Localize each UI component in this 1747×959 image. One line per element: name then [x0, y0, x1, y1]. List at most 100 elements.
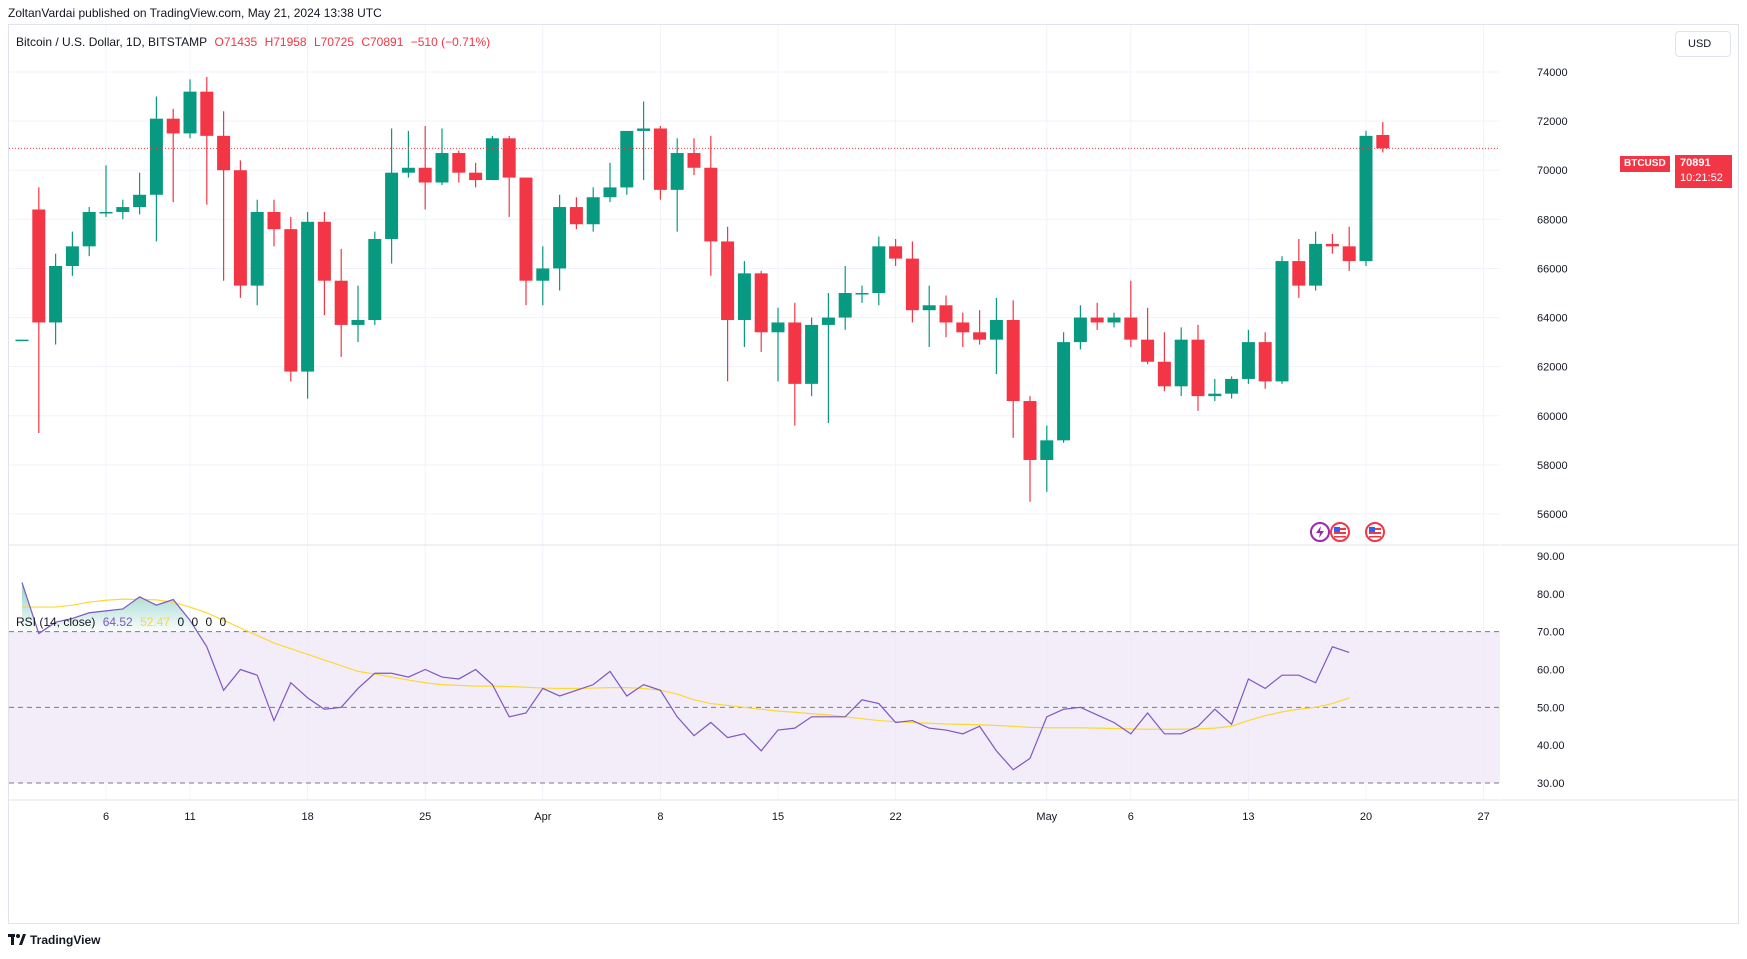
candle-body-77	[1309, 243, 1323, 286]
price-tick-5: 66000	[1537, 263, 1568, 275]
tradingview-logo[interactable]: TradingView	[8, 933, 100, 947]
candle-body-33	[569, 207, 583, 225]
candle-body-51	[872, 246, 886, 293]
candle-body-26	[452, 153, 466, 173]
rsi-ma-line	[22, 598, 1350, 730]
candle-body-49	[838, 293, 852, 318]
candle-body-23	[401, 167, 415, 173]
ohlc-low: L70725	[313, 35, 354, 49]
ohlc-change: −510 (−0.71%)	[410, 35, 491, 49]
candle-body-76	[1292, 261, 1306, 286]
time-tick-7: 22	[889, 811, 901, 823]
candle-body-81	[1376, 134, 1390, 149]
symbol-header: Bitcoin / U.S. Dollar, 1D, BITSTAMP O714…	[16, 35, 494, 49]
rsi-legend: RSI (14, close) 64.52 52.47 0 0 0 0	[16, 615, 226, 629]
candle-body-60	[1023, 401, 1037, 460]
candle-body-39	[670, 153, 684, 190]
rsi-label: RSI (14, close)	[16, 615, 96, 629]
price-tick-4: 64000	[1537, 313, 1568, 325]
candle-body-6	[116, 207, 130, 212]
rsi-ma-value: 52.47	[140, 615, 171, 629]
rsi-tick-1: 40.00	[1537, 740, 1565, 752]
candle-body-3	[65, 246, 79, 266]
candle-body-70	[1191, 339, 1205, 397]
candle-body-20	[351, 320, 365, 325]
candle-body-47	[805, 324, 819, 384]
candle-body-68	[1157, 361, 1171, 387]
currency-button[interactable]: USD	[1675, 31, 1731, 57]
candle-body-19	[334, 280, 348, 325]
candle-body-18	[317, 221, 331, 281]
candle-body-10	[183, 91, 197, 134]
event-lightning-icon[interactable]	[1310, 522, 1330, 542]
candle-body-72	[1225, 378, 1239, 394]
candle-body-52	[889, 246, 903, 259]
price-tick-0: 56000	[1537, 509, 1568, 521]
symbol-price-tag: BTCUSD	[1620, 156, 1670, 172]
rsi-tick-4: 70.00	[1537, 627, 1565, 639]
rsi-extra-3: 0	[219, 615, 227, 629]
price-tick-7: 70000	[1537, 165, 1568, 177]
last-price-value: 70891	[1680, 157, 1711, 169]
candle-body-58	[989, 320, 1003, 340]
candle-body-62	[1057, 342, 1071, 441]
candle-body-65	[1107, 317, 1121, 323]
time-tick-3: 25	[419, 811, 431, 823]
candle-body-16	[284, 229, 298, 372]
ohlc-close: C70891	[361, 35, 404, 49]
time-tick-12: 27	[1477, 811, 1489, 823]
candle-body-22	[385, 172, 399, 239]
rsi-tick-2: 50.00	[1537, 702, 1565, 714]
time-tick-11: 20	[1360, 811, 1372, 823]
candle-body-14	[250, 211, 264, 286]
candle-body-15	[267, 211, 281, 230]
candle-body-64	[1090, 317, 1104, 323]
candle-body-29	[502, 138, 516, 178]
candle-body-69	[1174, 339, 1188, 387]
candle-body-45	[771, 322, 785, 333]
candle-body-36	[620, 130, 634, 188]
time-tick-10: 13	[1242, 811, 1254, 823]
candle-body-48	[821, 317, 835, 325]
candle-body-34	[586, 197, 600, 225]
candle-body-7	[133, 194, 147, 208]
candle-body-54	[922, 305, 936, 311]
candle-body-24	[418, 167, 432, 183]
price-tick-6: 68000	[1537, 214, 1568, 226]
candle-body-40	[687, 153, 701, 168]
rsi-tick-3: 60.00	[1537, 665, 1565, 677]
ohlc-high: H71958	[264, 35, 307, 49]
candle-body-5	[99, 211, 113, 214]
price-tick-2: 60000	[1537, 411, 1568, 423]
candle-body-50	[855, 293, 869, 295]
event-us-flag-icon-2[interactable]	[1365, 522, 1385, 542]
candle-body-57	[973, 332, 987, 340]
candle-body-13	[233, 170, 247, 286]
time-tick-4: Apr	[534, 811, 551, 823]
rsi-extra-1: 0	[191, 615, 199, 629]
candle-body-66	[1124, 317, 1138, 340]
tradingview-logo-text: TradingView	[30, 933, 101, 947]
candle-body-35	[603, 187, 617, 198]
candle-body-38	[653, 128, 667, 190]
ohlc-open: O71435	[214, 35, 258, 49]
time-tick-5: 8	[657, 811, 663, 823]
event-us-flag-icon[interactable]	[1330, 522, 1350, 542]
rsi-value: 64.52	[102, 615, 133, 629]
candle-body-41	[704, 167, 718, 242]
symbol-title: Bitcoin / U.S. Dollar, 1D, BITSTAMP	[16, 35, 208, 49]
candle-body-31	[536, 268, 550, 281]
candle-body-8	[149, 118, 163, 195]
candle-body-73	[1241, 342, 1255, 379]
rsi-tick-0: 30.00	[1537, 778, 1565, 790]
candle-body-28	[485, 138, 499, 181]
candle-body-4	[82, 211, 96, 247]
price-tick-8: 72000	[1537, 116, 1568, 128]
candle-body-53	[905, 258, 919, 311]
candle-body-30	[519, 177, 533, 281]
rsi-line	[21, 582, 1350, 771]
candle-body-67	[1141, 339, 1155, 362]
time-tick-6: 15	[772, 811, 784, 823]
candle-body-27	[469, 172, 483, 181]
